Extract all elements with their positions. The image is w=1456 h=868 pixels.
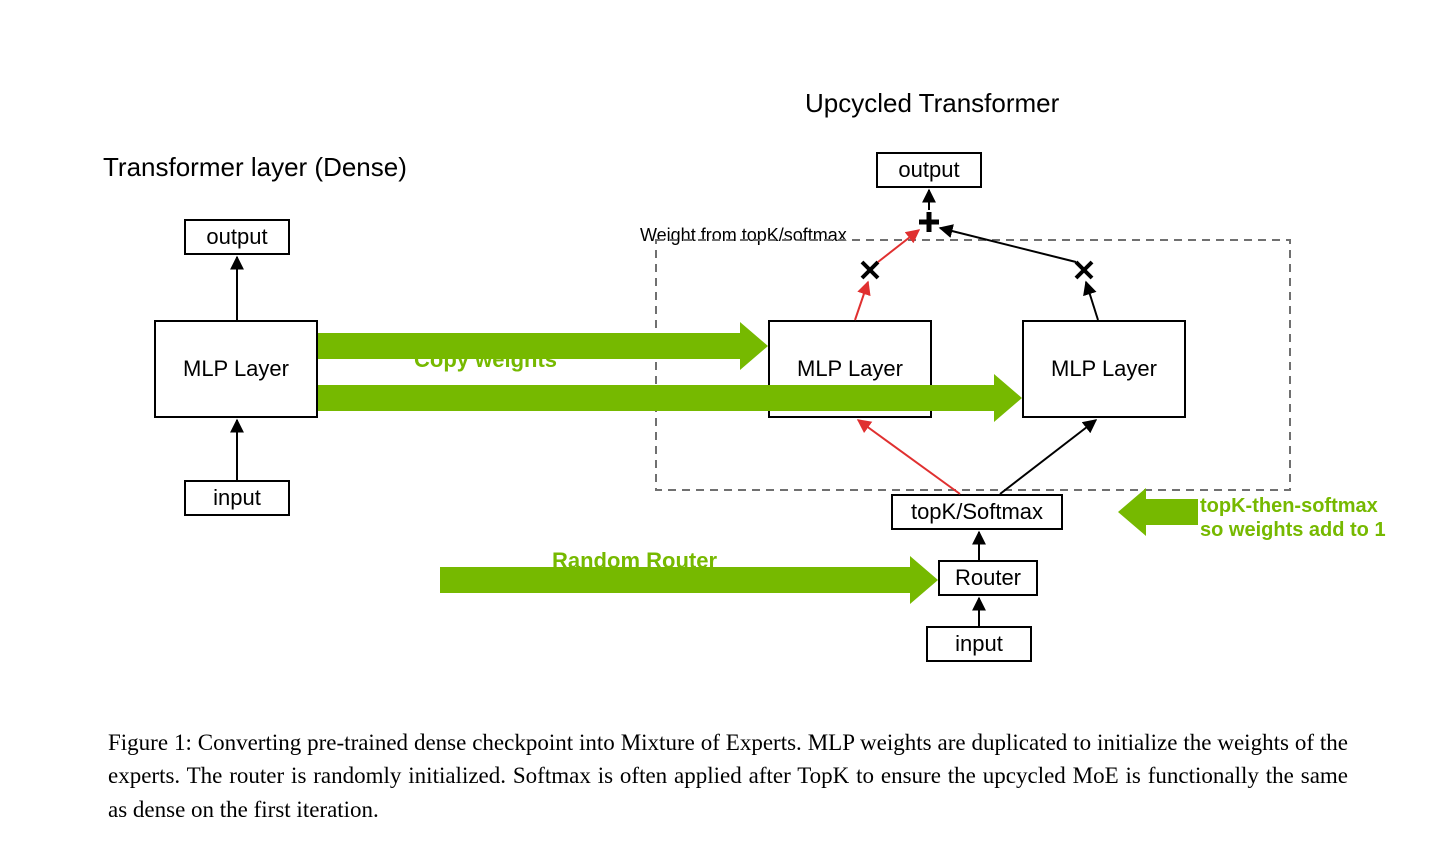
right-input-box: input bbox=[926, 626, 1032, 662]
right-mlp2-label: MLP Layer bbox=[1051, 356, 1157, 382]
multiply-node-2 bbox=[1076, 262, 1092, 278]
green-arrow-softmax-note bbox=[1118, 488, 1198, 536]
right-router-box: Router bbox=[938, 560, 1038, 596]
random-router-label: Random Router bbox=[552, 548, 717, 574]
right-mlp2-box: MLP Layer bbox=[1022, 320, 1186, 418]
softmax-note-line1: topK-then-softmax bbox=[1200, 495, 1378, 517]
right-router-label: Router bbox=[955, 565, 1021, 591]
right-input-label: input bbox=[955, 631, 1003, 657]
arrow-topk-to-mlp1 bbox=[858, 420, 960, 494]
arrow-mul1-to-plus bbox=[878, 230, 919, 262]
title-left: Transformer layer (Dense) bbox=[103, 152, 407, 183]
right-mlp1-label: MLP Layer bbox=[797, 356, 903, 382]
arrow-mlp2-to-mul bbox=[1086, 282, 1098, 320]
copy-weights-label: Copy weights bbox=[414, 347, 557, 373]
right-topk-label: topK/Softmax bbox=[911, 499, 1043, 525]
left-output-box: output bbox=[184, 219, 290, 255]
multiply-node-1 bbox=[862, 262, 878, 278]
arrow-topk-to-mlp2 bbox=[1000, 420, 1096, 494]
left-input-box: input bbox=[184, 480, 290, 516]
figure-caption: Figure 1: Converting pre-trained dense c… bbox=[108, 726, 1348, 826]
left-output-label: output bbox=[206, 224, 267, 250]
right-output-box: output bbox=[876, 152, 982, 188]
left-mlp-label: MLP Layer bbox=[183, 356, 289, 382]
softmax-note: topK-then-softmax so weights add to 1 bbox=[1200, 494, 1386, 542]
plus-node bbox=[919, 212, 939, 232]
right-topk-box: topK/Softmax bbox=[891, 494, 1063, 530]
title-right: Upcycled Transformer bbox=[805, 88, 1059, 119]
weight-label: Weight from topK/softmax bbox=[640, 225, 847, 246]
left-input-label: input bbox=[213, 485, 261, 511]
softmax-note-line2: so weights add to 1 bbox=[1200, 519, 1386, 541]
right-output-label: output bbox=[898, 157, 959, 183]
right-mlp1-box: MLP Layer bbox=[768, 320, 932, 418]
left-mlp-box: MLP Layer bbox=[154, 320, 318, 418]
arrow-mul2-to-plus bbox=[940, 228, 1076, 262]
arrow-mlp1-to-mul bbox=[855, 282, 868, 320]
dashed-experts-box bbox=[656, 240, 1290, 490]
